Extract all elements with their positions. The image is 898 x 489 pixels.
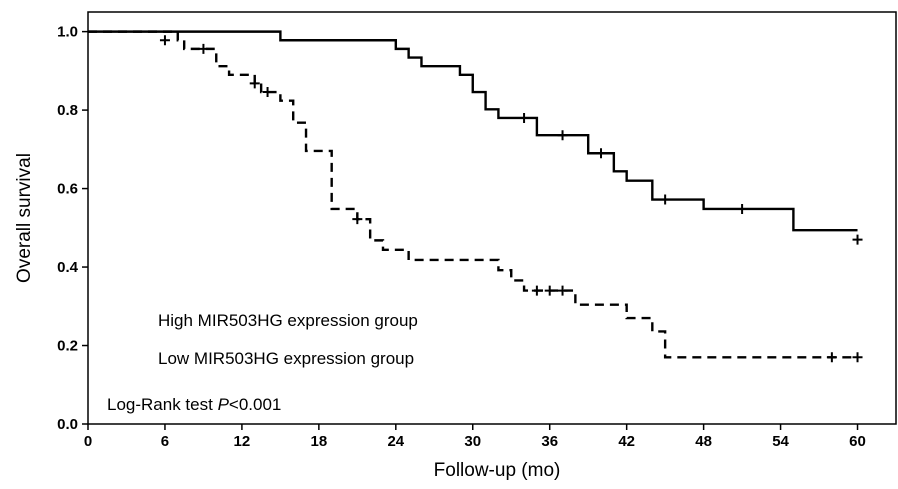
y-tick-label: 0.0 xyxy=(57,416,78,433)
annotation-prefix: Log-Rank test xyxy=(107,395,218,414)
x-tick-label: 60 xyxy=(849,433,866,450)
censor-mark-low xyxy=(557,285,568,296)
censor-mark-low xyxy=(544,285,555,296)
censor-mark-low xyxy=(249,78,260,89)
annotation-suffix: <0.001 xyxy=(229,395,281,414)
y-tick-label: 0.6 xyxy=(57,181,78,198)
censor-mark-high xyxy=(660,194,671,205)
censor-mark-low xyxy=(198,43,209,54)
legend-entry-high: High MIR503HG expression group xyxy=(158,311,418,330)
y-tick-label: 0.4 xyxy=(57,259,79,276)
x-tick-label: 48 xyxy=(695,433,712,450)
censor-mark-high xyxy=(596,148,607,159)
x-tick-label: 54 xyxy=(772,433,789,450)
annotation-stat: P xyxy=(218,395,230,414)
series-low-curve xyxy=(88,30,858,359)
censor-mark-low xyxy=(826,352,837,363)
x-axis-title: Follow-up (mo) xyxy=(434,460,561,481)
censor-mark-high xyxy=(852,234,863,245)
y-axis-title: Overall survival xyxy=(14,153,35,283)
legend-entry-low: Low MIR503HG expression group xyxy=(158,349,414,368)
x-tick-label: 30 xyxy=(464,433,481,450)
y-tick-label: 1.0 xyxy=(57,24,78,41)
x-tick-label: 0 xyxy=(84,433,92,450)
censor-mark-high xyxy=(737,203,748,214)
x-axis: 0 6 12 18 24 30 36 42 48 54 60 xyxy=(84,424,866,450)
x-tick-label: 6 xyxy=(161,433,169,450)
y-axis: 0.0 0.2 0.4 0.6 0.8 1.0 xyxy=(57,24,88,433)
censor-marks xyxy=(159,35,863,363)
x-tick-label: 36 xyxy=(541,433,558,450)
censor-mark-low xyxy=(262,87,273,98)
x-tick-label: 42 xyxy=(618,433,635,450)
series-high-curve xyxy=(88,30,858,232)
censor-mark-low xyxy=(852,352,863,363)
x-tick-label: 18 xyxy=(311,433,328,450)
censor-mark-high xyxy=(519,112,530,123)
plot-frame xyxy=(87,11,897,425)
log-rank-annotation: Log-Rank test P<0.001 xyxy=(107,395,281,414)
x-tick-label: 24 xyxy=(387,433,404,450)
censor-mark-high xyxy=(557,130,568,141)
y-tick-label: 0.8 xyxy=(57,102,78,119)
y-tick-label: 0.2 xyxy=(57,338,78,355)
series-layer xyxy=(88,30,858,359)
censor-mark-low xyxy=(352,214,363,225)
x-tick-label: 12 xyxy=(234,433,251,450)
censor-mark-low xyxy=(159,35,170,46)
censor-mark-low xyxy=(531,285,542,296)
